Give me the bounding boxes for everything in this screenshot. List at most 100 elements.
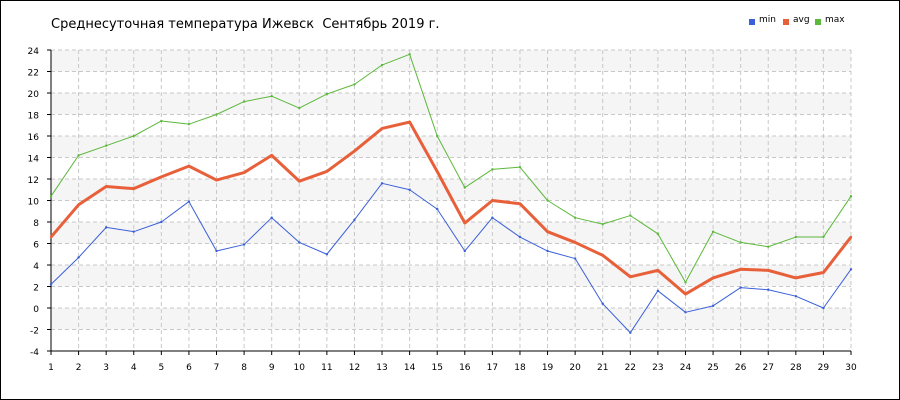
y-tick-label: 2 xyxy=(33,284,39,294)
data-point-max xyxy=(132,134,135,138)
legend-label-max: max xyxy=(825,15,845,25)
data-point-max xyxy=(463,186,466,189)
data-point-min xyxy=(325,253,329,256)
legend-swatch-max xyxy=(815,19,821,25)
data-point-min xyxy=(822,306,825,310)
y-tick-label: 20 xyxy=(28,90,40,100)
data-point-avg xyxy=(573,241,577,244)
data-point-avg xyxy=(739,268,742,271)
data-point-avg xyxy=(601,254,604,257)
x-tick-label: 7 xyxy=(214,363,220,373)
data-point-min xyxy=(270,216,273,219)
data-point-avg xyxy=(104,185,108,188)
data-point-max xyxy=(767,245,770,248)
data-point-avg xyxy=(629,275,632,279)
x-tick-label: 10 xyxy=(294,363,306,373)
data-point-min xyxy=(49,283,53,286)
x-tick-label: 21 xyxy=(597,363,608,373)
data-point-min xyxy=(408,188,411,191)
x-tick-label: 20 xyxy=(569,363,581,373)
x-tick-label: 17 xyxy=(487,363,498,373)
data-point-max xyxy=(215,113,218,116)
y-tick-label: 16 xyxy=(28,133,40,143)
background-band xyxy=(51,179,851,201)
data-point-avg xyxy=(353,149,356,153)
data-point-avg xyxy=(132,187,135,190)
data-point-max xyxy=(242,100,246,103)
data-point-avg xyxy=(187,164,191,168)
background-band xyxy=(51,265,851,287)
data-point-min xyxy=(298,241,301,244)
data-point-min xyxy=(656,289,660,292)
data-point-min xyxy=(518,235,522,239)
data-point-max xyxy=(518,165,522,169)
x-tick-label: 19 xyxy=(542,363,554,373)
data-point-avg xyxy=(242,171,246,174)
data-point-min xyxy=(187,200,191,203)
legend-label-avg: avg xyxy=(793,15,810,25)
x-tick-label: 6 xyxy=(186,363,192,373)
y-tick-label: -4 xyxy=(30,348,39,358)
x-tick-label: 26 xyxy=(735,363,747,373)
data-point-min xyxy=(463,249,466,253)
data-point-max xyxy=(711,230,715,233)
data-point-min xyxy=(104,226,108,229)
data-point-min xyxy=(794,294,798,298)
data-point-avg xyxy=(160,175,163,179)
data-point-min xyxy=(546,249,549,253)
data-point-max xyxy=(491,168,494,171)
x-tick-label: 11 xyxy=(321,363,332,373)
data-point-avg xyxy=(215,178,218,182)
data-point-avg xyxy=(767,269,770,272)
data-point-max xyxy=(380,63,384,67)
data-point-min xyxy=(491,216,494,219)
data-point-avg xyxy=(77,203,80,206)
data-point-min xyxy=(77,256,80,259)
y-tick-label: 18 xyxy=(28,112,40,122)
background-band xyxy=(51,308,851,330)
data-point-max xyxy=(601,222,604,226)
data-point-min xyxy=(711,304,715,308)
legend-label-min: min xyxy=(759,15,776,25)
series-line-avg xyxy=(49,120,853,296)
x-tick-label: 27 xyxy=(763,363,774,373)
data-point-max xyxy=(187,122,191,126)
y-tick-label: 10 xyxy=(28,198,40,208)
x-tick-label: 15 xyxy=(431,363,442,373)
data-point-min xyxy=(767,288,770,291)
data-point-max xyxy=(298,106,301,110)
x-tick-label: 22 xyxy=(625,363,636,373)
data-point-avg xyxy=(463,221,466,225)
background-band xyxy=(51,93,851,115)
data-point-min xyxy=(160,220,163,224)
legend-swatch-avg xyxy=(783,19,789,25)
data-point-avg xyxy=(380,127,384,130)
x-tick-label: 28 xyxy=(790,363,802,373)
data-point-avg xyxy=(298,179,301,183)
data-point-max xyxy=(160,119,163,123)
x-tick-label: 4 xyxy=(131,363,137,373)
data-point-max xyxy=(849,195,853,198)
x-tick-label: 9 xyxy=(269,363,275,373)
data-point-max xyxy=(104,144,108,147)
y-tick-label: 0 xyxy=(33,305,39,315)
data-point-max xyxy=(822,235,825,239)
y-tick-label: 4 xyxy=(33,262,39,272)
data-point-max xyxy=(684,281,687,284)
data-point-avg xyxy=(408,120,411,124)
x-tick-label: 25 xyxy=(707,363,718,373)
chart-title: Среднесуточная температура Ижевск Сентяб… xyxy=(51,17,440,32)
data-point-min xyxy=(436,207,439,211)
data-point-min xyxy=(684,311,687,314)
background-band xyxy=(51,136,851,158)
data-point-min xyxy=(849,268,853,271)
x-tick-label: 24 xyxy=(680,363,692,373)
x-tick-label: 5 xyxy=(158,363,164,373)
y-tick-label: 8 xyxy=(33,219,39,229)
data-point-avg xyxy=(325,170,329,173)
x-tick-label: 2 xyxy=(76,363,82,373)
x-tick-label: 30 xyxy=(845,363,857,373)
y-tick-label: 12 xyxy=(28,176,39,186)
data-point-max xyxy=(325,92,329,96)
y-tick-label: 24 xyxy=(28,47,40,57)
